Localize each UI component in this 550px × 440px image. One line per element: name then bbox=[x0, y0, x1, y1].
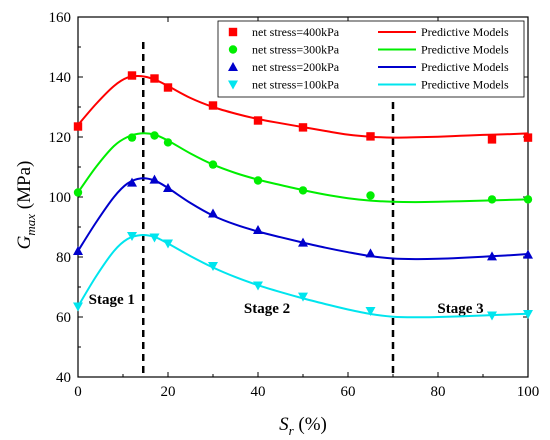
data-point bbox=[149, 233, 160, 243]
data-point bbox=[298, 237, 308, 247]
legend-marker bbox=[228, 45, 238, 54]
data-point bbox=[208, 208, 218, 218]
legend-series-label: net stress=100kPa bbox=[252, 78, 340, 92]
x-axis-title: Sr (%) bbox=[279, 414, 327, 438]
legend-series-label: net stress=400kPa bbox=[252, 25, 340, 39]
stage-label: Stage 1 bbox=[89, 292, 135, 308]
data-point bbox=[253, 116, 263, 125]
x-tick-label: 60 bbox=[341, 384, 356, 400]
data-point bbox=[163, 138, 173, 147]
data-point bbox=[366, 191, 375, 200]
data-point bbox=[150, 74, 159, 83]
legend-series-label: net stress=300kPa bbox=[252, 43, 340, 57]
y-tick-label: 60 bbox=[56, 310, 71, 326]
data-point bbox=[253, 225, 263, 234]
legend-model-label: Predictive Models bbox=[421, 43, 509, 57]
model-curve bbox=[77, 234, 529, 319]
data-point bbox=[127, 133, 137, 142]
data-point bbox=[73, 188, 83, 197]
series-3 bbox=[73, 174, 533, 261]
data-point bbox=[298, 123, 308, 132]
legend-marker bbox=[228, 27, 238, 37]
legend-marker bbox=[228, 62, 238, 71]
y-tick-label: 80 bbox=[56, 250, 71, 266]
data-point bbox=[365, 307, 376, 316]
data-point bbox=[73, 122, 83, 131]
x-axis-title-main: S bbox=[279, 414, 289, 435]
data-point bbox=[487, 311, 497, 321]
data-point bbox=[127, 71, 137, 80]
series-2 bbox=[73, 131, 533, 204]
legend-box bbox=[217, 20, 525, 98]
model-curve bbox=[77, 74, 529, 139]
y-tick-label: 120 bbox=[49, 130, 72, 146]
data-point bbox=[298, 186, 308, 195]
legend-model-label: Predictive Models bbox=[421, 78, 509, 92]
series-4 bbox=[73, 232, 533, 321]
x-tick-label: 40 bbox=[251, 384, 266, 400]
legend-marker bbox=[228, 80, 238, 90]
series-1 bbox=[73, 71, 533, 144]
data-point bbox=[127, 177, 137, 187]
x-tick-label: 100 bbox=[517, 384, 540, 400]
x-tick-label: 20 bbox=[161, 384, 176, 400]
stage-label: Stage 3 bbox=[437, 301, 483, 317]
y-tick-label: 100 bbox=[49, 190, 72, 206]
data-point bbox=[150, 131, 159, 140]
legend-model-label: Predictive Models bbox=[421, 25, 509, 39]
data-point bbox=[298, 292, 308, 302]
model-curve bbox=[77, 132, 529, 204]
data-point bbox=[487, 195, 497, 204]
data-point bbox=[487, 135, 497, 144]
data-point bbox=[523, 310, 533, 319]
data-point bbox=[127, 232, 137, 241]
data-point bbox=[365, 248, 376, 258]
legend-series-label: net stress=200kPa bbox=[252, 60, 340, 74]
data-point bbox=[208, 262, 218, 271]
data-point bbox=[523, 195, 533, 204]
data-point bbox=[208, 101, 218, 110]
data-point bbox=[253, 281, 263, 291]
y-axis-title: Gmax (MPa) bbox=[14, 161, 38, 250]
model-curve bbox=[77, 177, 529, 261]
y-axis-title-main: G bbox=[14, 235, 35, 249]
data-point bbox=[163, 83, 173, 92]
x-tick-label: 0 bbox=[74, 384, 82, 400]
y-tick-label: 40 bbox=[56, 370, 71, 386]
x-axis-title-unit: (%) bbox=[294, 414, 327, 435]
x-tick-label: 80 bbox=[431, 384, 446, 400]
data-point bbox=[487, 251, 497, 261]
data-point bbox=[523, 249, 533, 259]
data-point bbox=[73, 246, 83, 255]
legend: net stress=400kPa Predictive Models net st… bbox=[217, 20, 525, 98]
data-point bbox=[253, 176, 263, 185]
y-tick-label: 140 bbox=[49, 70, 72, 86]
data-point bbox=[523, 133, 533, 142]
stage-label: Stage 2 bbox=[244, 301, 290, 317]
y-axis-title-sub: max bbox=[23, 214, 38, 236]
x-axis-title-sub: r bbox=[289, 423, 295, 438]
data-point bbox=[366, 132, 375, 141]
data-point bbox=[208, 160, 218, 169]
data-point bbox=[163, 183, 173, 192]
y-tick-label: 160 bbox=[49, 10, 72, 26]
y-axis-title-unit: (MPa) bbox=[14, 161, 35, 214]
data-point bbox=[149, 174, 160, 184]
legend-model-label: Predictive Models bbox=[421, 60, 509, 74]
data-point bbox=[163, 239, 173, 249]
data-point bbox=[73, 302, 83, 312]
